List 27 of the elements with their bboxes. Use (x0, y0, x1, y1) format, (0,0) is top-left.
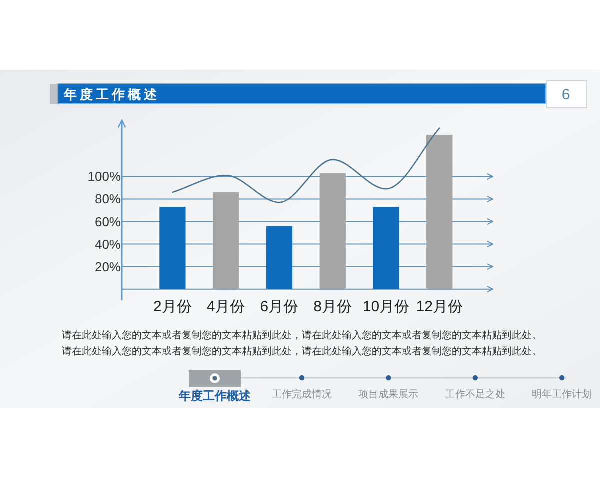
text: 6 (562, 86, 570, 104)
bar (266, 226, 293, 290)
bar (213, 192, 240, 290)
x-tick-label: 10月份 (362, 298, 410, 316)
bar (373, 207, 400, 290)
y-tick-label: 60% (94, 214, 122, 230)
x-tick-label: 12月份 (416, 298, 463, 316)
text: 年度工作概述 (178, 389, 252, 403)
y-tick-label: 40% (94, 236, 122, 252)
bar (320, 173, 346, 290)
y-tick-label: 100% (88, 169, 122, 184)
x-tick-label: 6月份 (260, 298, 299, 316)
bar (160, 207, 186, 290)
text: 工作完成情况 (272, 388, 332, 400)
text: 请在此处输入您的文本或者复制您的文本粘贴到此处，请在此处输入您的文本或者复制您的文本粘贴到此处。 (62, 330, 542, 342)
chart-title: 年度工作概述 (63, 87, 160, 102)
x-tick-label: 8月份 (314, 298, 352, 316)
text: 明年工作计划 (532, 388, 592, 400)
text: 项目成果展示 (358, 388, 419, 400)
y-tick-label: 80% (94, 192, 122, 207)
text: 请在此处输入您的文本或者复制您的文本粘贴到此处，请在此处输入您的文本或者复制您的文本粘贴到此处。 (62, 346, 542, 358)
bar (426, 135, 453, 290)
y-tick-label: 20% (94, 259, 122, 274)
x-tick-label: 4月份 (206, 298, 246, 316)
line-series (172, 128, 440, 204)
x-tick-label: 2月份 (154, 298, 192, 316)
text: 工作不足之处 (445, 388, 506, 400)
